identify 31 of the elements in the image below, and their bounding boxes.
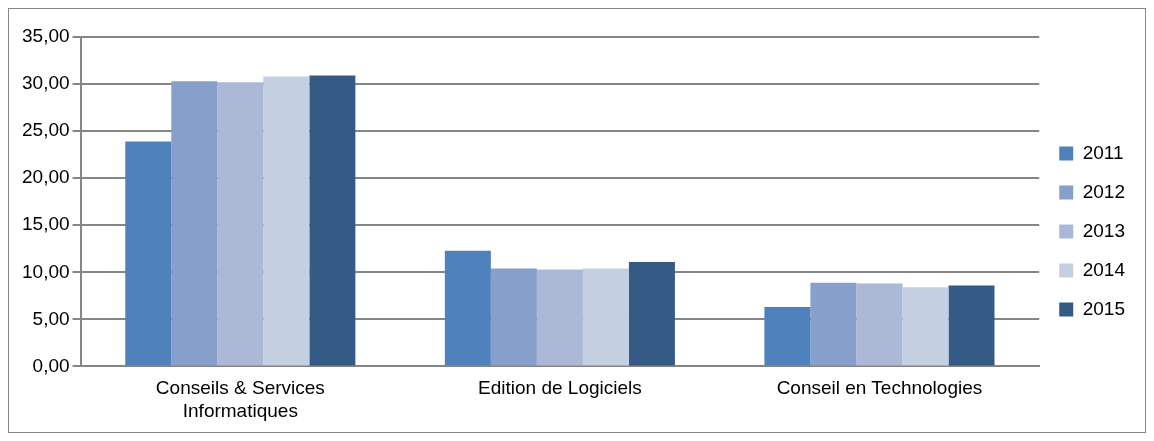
bar — [309, 75, 356, 366]
y-tick-label: 35,00 — [22, 25, 70, 47]
x-tick-label: Edition de Logiciels — [478, 377, 642, 399]
y-tick-label: 20,00 — [22, 166, 70, 188]
x-tick-label: Conseil en Technologies — [776, 377, 983, 399]
bar — [125, 141, 172, 366]
legend-label: 2014 — [1082, 258, 1126, 280]
bar — [217, 82, 264, 366]
bar — [171, 81, 218, 366]
legend-label: 2011 — [1082, 141, 1124, 163]
legend-label: 2015 — [1082, 297, 1126, 319]
y-tick-label: 30,00 — [22, 72, 70, 94]
bar — [263, 76, 310, 366]
legend-label: 2012 — [1082, 180, 1126, 202]
bar — [490, 268, 537, 366]
bar — [810, 282, 857, 366]
y-tick-label: 25,00 — [22, 119, 70, 141]
bar — [444, 250, 491, 366]
bar — [764, 307, 811, 366]
y-tick-label: 10,00 — [22, 260, 70, 282]
bar — [948, 285, 995, 366]
y-tick-label: 15,00 — [22, 213, 70, 235]
bar — [536, 269, 583, 366]
bar — [582, 268, 629, 366]
legend-label: 2013 — [1082, 219, 1126, 241]
bar — [856, 283, 903, 366]
y-tick-label: 5,00 — [32, 307, 70, 329]
x-tick-label: Conseils & Services Informatiques — [155, 377, 325, 421]
y-tick-label: 0,00 — [32, 354, 70, 376]
bar — [902, 287, 949, 366]
bar — [628, 261, 675, 366]
